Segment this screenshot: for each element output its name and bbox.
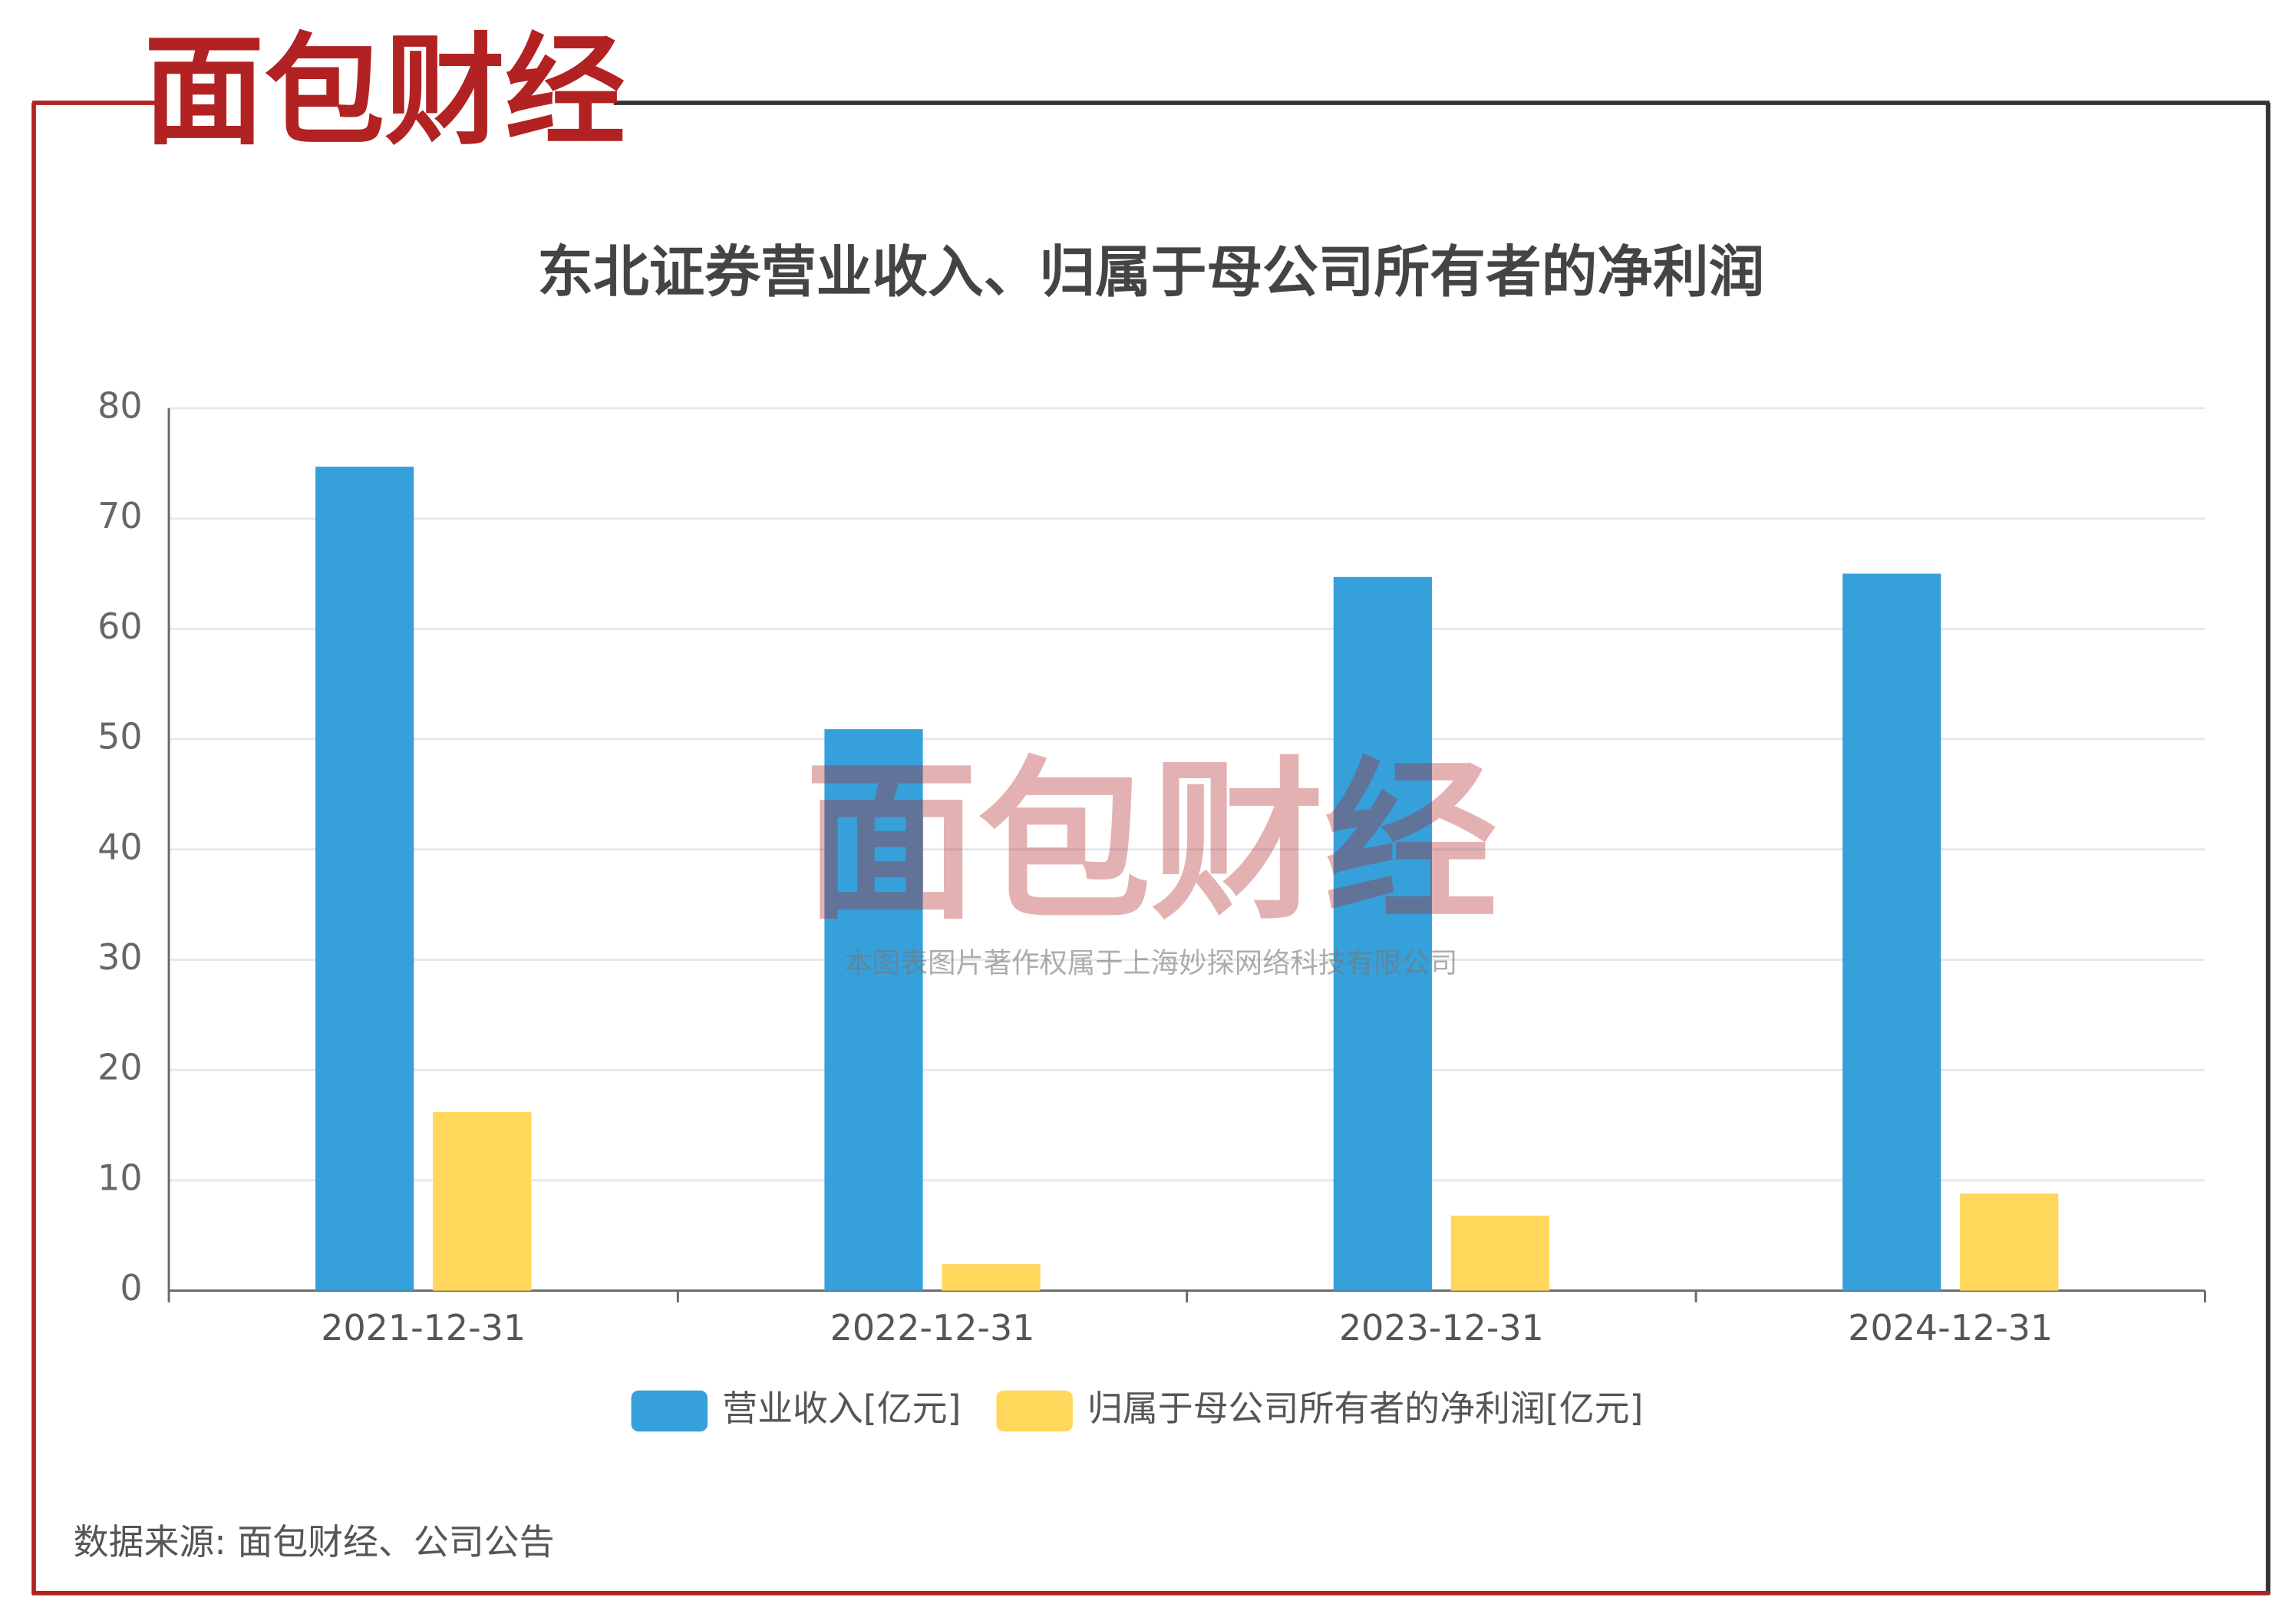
legend-swatch xyxy=(996,1390,1073,1432)
y-tick-label: 50 xyxy=(97,716,142,758)
bar xyxy=(824,729,923,1291)
x-tick-label: 2024-12-31 xyxy=(1848,1307,2053,1348)
bar xyxy=(315,467,414,1291)
bar xyxy=(942,1264,1041,1291)
watermark-text: 本图表图片著作权属于上海妙探网络科技有限公司 xyxy=(844,946,1457,979)
bar xyxy=(433,1111,532,1291)
legend-label: 归属于母公司所有者的净利润[亿元] xyxy=(1087,1388,1643,1429)
y-tick-label: 40 xyxy=(97,826,142,867)
y-tick-label: 30 xyxy=(97,936,142,978)
bar xyxy=(1333,576,1432,1291)
bar xyxy=(1960,1193,2059,1291)
chart-title: 东北证券营业收入、归属于母公司所有者的净利润 xyxy=(537,241,1764,305)
source-note: 数据来源: 面包财经、公司公告 xyxy=(74,1521,555,1563)
y-tick-label: 80 xyxy=(97,385,142,426)
logo: 面包财经 xyxy=(144,21,625,161)
y-tick-label: 60 xyxy=(97,606,142,647)
x-tick-label: 2021-12-31 xyxy=(321,1307,526,1348)
y-tick-label: 70 xyxy=(97,495,142,536)
x-tick-label: 2023-12-31 xyxy=(1339,1307,1544,1348)
x-tick-label: 2022-12-31 xyxy=(830,1307,1035,1348)
y-tick-label: 0 xyxy=(120,1267,142,1309)
watermark-logo: 面包财经 xyxy=(804,741,1497,943)
y-tick-label: 10 xyxy=(97,1157,142,1198)
legend-swatch xyxy=(631,1390,708,1432)
legend-label: 营业收入[亿元] xyxy=(722,1388,961,1429)
bar xyxy=(1450,1215,1549,1291)
bar xyxy=(1842,573,1941,1291)
y-tick-label: 20 xyxy=(97,1047,142,1088)
